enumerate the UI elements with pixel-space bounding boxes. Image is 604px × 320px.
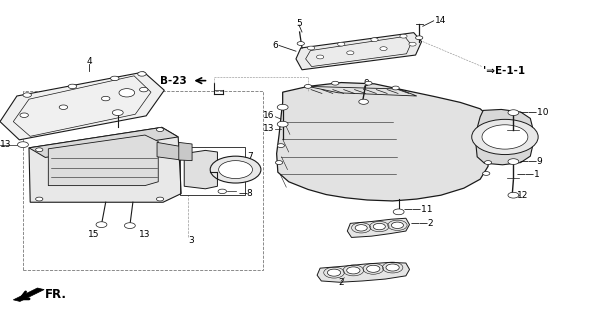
Text: 13: 13 bbox=[0, 140, 11, 149]
Polygon shape bbox=[13, 288, 44, 301]
Text: 9: 9 bbox=[363, 79, 369, 88]
Circle shape bbox=[392, 86, 399, 90]
Circle shape bbox=[156, 128, 164, 132]
Circle shape bbox=[124, 223, 135, 228]
Circle shape bbox=[219, 161, 252, 179]
Polygon shape bbox=[0, 72, 164, 140]
Circle shape bbox=[218, 189, 226, 194]
Circle shape bbox=[307, 46, 315, 50]
Circle shape bbox=[380, 47, 387, 51]
Circle shape bbox=[482, 125, 528, 149]
Circle shape bbox=[365, 81, 372, 85]
Circle shape bbox=[416, 36, 423, 40]
Polygon shape bbox=[277, 83, 489, 201]
Polygon shape bbox=[48, 135, 158, 186]
Circle shape bbox=[275, 161, 283, 164]
Polygon shape bbox=[179, 142, 192, 161]
Text: 5: 5 bbox=[296, 19, 302, 28]
Circle shape bbox=[18, 142, 28, 148]
Text: 13: 13 bbox=[263, 124, 274, 133]
Circle shape bbox=[111, 76, 119, 81]
Polygon shape bbox=[347, 218, 410, 237]
Circle shape bbox=[68, 84, 77, 89]
Circle shape bbox=[156, 197, 164, 201]
Circle shape bbox=[400, 34, 407, 38]
Circle shape bbox=[409, 42, 416, 46]
Circle shape bbox=[472, 119, 538, 155]
Circle shape bbox=[277, 104, 288, 110]
Bar bbox=[23, 91, 263, 270]
Text: ——1: ——1 bbox=[517, 170, 541, 179]
Text: ——2: ——2 bbox=[411, 219, 434, 228]
Circle shape bbox=[277, 144, 284, 148]
Text: 6: 6 bbox=[272, 41, 278, 50]
Bar bbox=[180, 147, 245, 195]
Text: 3: 3 bbox=[188, 236, 194, 245]
Circle shape bbox=[386, 264, 399, 271]
Circle shape bbox=[112, 110, 123, 116]
Circle shape bbox=[96, 222, 107, 228]
Text: FR.: FR. bbox=[45, 288, 67, 301]
Text: ——9: ——9 bbox=[519, 157, 543, 166]
Circle shape bbox=[59, 105, 68, 109]
Text: ——11: ——11 bbox=[403, 205, 433, 214]
Text: 16: 16 bbox=[263, 111, 274, 120]
Polygon shape bbox=[157, 142, 181, 160]
Text: 4: 4 bbox=[86, 57, 92, 66]
Text: B-23: B-23 bbox=[161, 76, 187, 86]
Polygon shape bbox=[476, 109, 533, 165]
Circle shape bbox=[359, 99, 368, 104]
Circle shape bbox=[338, 42, 345, 46]
Circle shape bbox=[367, 265, 380, 272]
Polygon shape bbox=[317, 262, 410, 282]
Text: ——10: ——10 bbox=[519, 108, 549, 116]
Circle shape bbox=[119, 89, 135, 97]
Circle shape bbox=[347, 51, 354, 55]
Circle shape bbox=[140, 87, 148, 92]
Text: '⇒E-1-1: '⇒E-1-1 bbox=[483, 66, 525, 76]
Text: 15: 15 bbox=[88, 230, 100, 239]
Text: 13: 13 bbox=[139, 230, 150, 239]
Circle shape bbox=[36, 197, 43, 201]
Circle shape bbox=[210, 156, 261, 183]
Circle shape bbox=[373, 223, 385, 230]
Circle shape bbox=[391, 222, 403, 228]
Circle shape bbox=[393, 209, 404, 215]
Circle shape bbox=[20, 113, 28, 117]
Circle shape bbox=[297, 42, 304, 45]
Circle shape bbox=[277, 121, 288, 127]
Circle shape bbox=[484, 161, 492, 164]
Text: 2: 2 bbox=[338, 278, 344, 287]
Circle shape bbox=[483, 172, 490, 175]
Circle shape bbox=[332, 81, 339, 85]
Circle shape bbox=[508, 110, 519, 116]
Circle shape bbox=[36, 148, 43, 152]
Text: 14: 14 bbox=[435, 16, 446, 25]
Circle shape bbox=[316, 55, 324, 59]
Circle shape bbox=[304, 84, 312, 88]
Circle shape bbox=[347, 267, 360, 274]
Circle shape bbox=[23, 93, 31, 97]
Circle shape bbox=[371, 38, 378, 42]
Circle shape bbox=[508, 192, 519, 198]
Polygon shape bbox=[29, 127, 181, 202]
Circle shape bbox=[508, 159, 519, 164]
Text: —8: —8 bbox=[239, 189, 253, 198]
Polygon shape bbox=[29, 127, 178, 157]
Circle shape bbox=[327, 269, 341, 276]
Circle shape bbox=[355, 225, 367, 231]
Circle shape bbox=[101, 96, 110, 101]
Text: 7: 7 bbox=[248, 152, 254, 161]
Polygon shape bbox=[296, 33, 422, 70]
Circle shape bbox=[138, 72, 146, 76]
Polygon shape bbox=[184, 150, 217, 189]
Text: 12: 12 bbox=[517, 191, 528, 200]
